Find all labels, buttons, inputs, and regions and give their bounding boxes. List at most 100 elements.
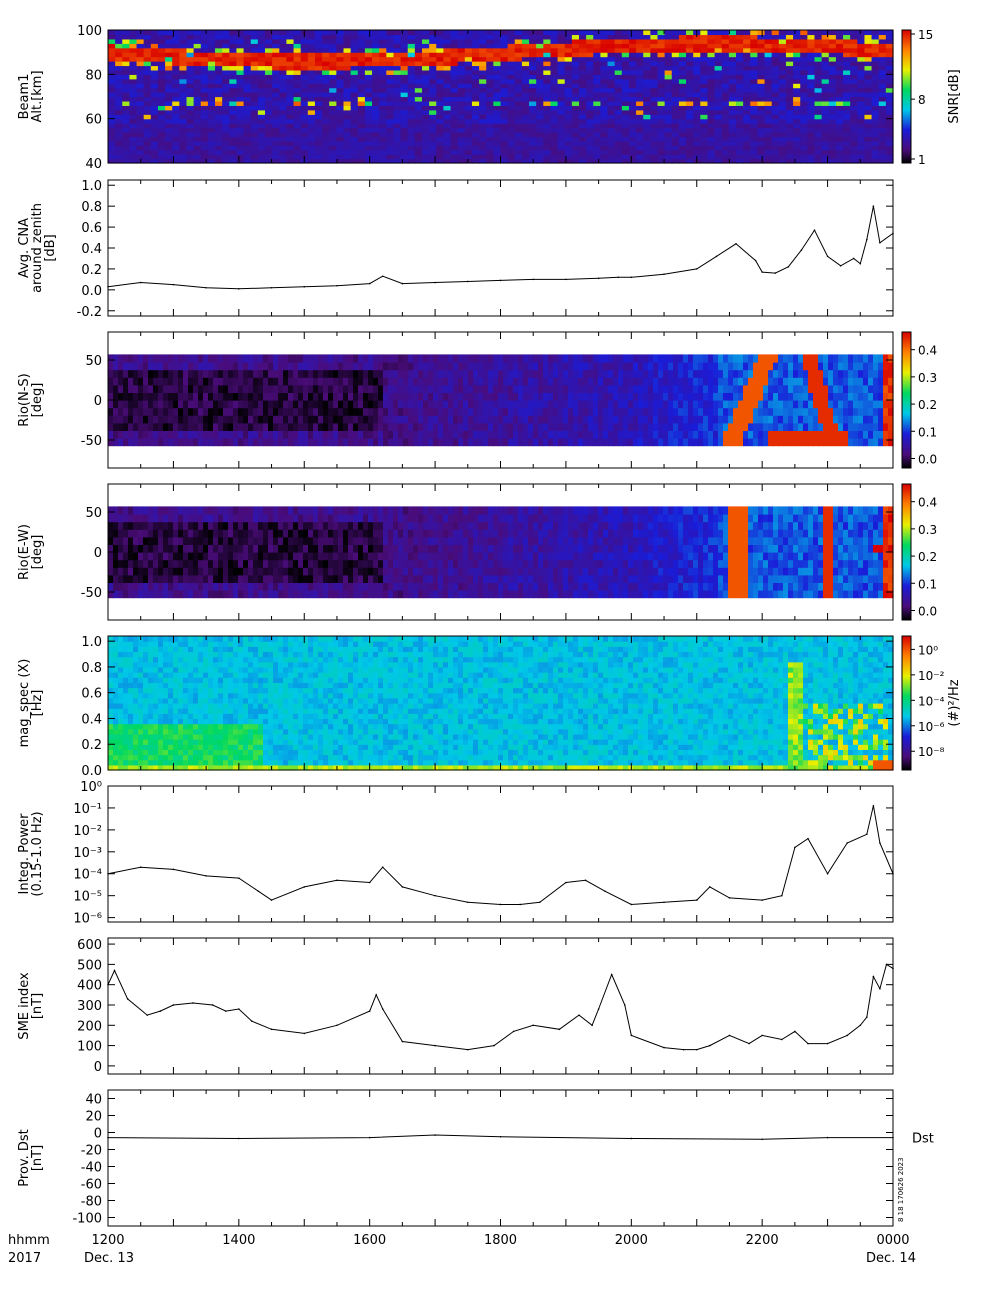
beam1-cell [471, 123, 480, 129]
beam1-cell [450, 131, 459, 137]
beam1-cell [157, 74, 166, 80]
beam1-cell [422, 123, 430, 129]
beam1-cell [414, 69, 423, 75]
rio_ns-cell [493, 430, 499, 439]
beam1-cell [279, 140, 288, 146]
beam1-cell [250, 56, 259, 62]
beam1-cell [657, 149, 666, 155]
rio_ns-cell [148, 430, 154, 439]
beam1-cell [329, 34, 337, 40]
beam1-cell [393, 65, 402, 71]
beam1-cell [536, 131, 544, 137]
rio_ns-cell [213, 400, 219, 409]
beam1-cell [493, 56, 502, 62]
beam1-cell [493, 38, 502, 44]
rio_ns-cell [348, 354, 354, 363]
beam1-cell [814, 30, 823, 36]
rio_ns-cell [463, 400, 469, 409]
beam1-cell [186, 30, 195, 36]
beam1-cell [414, 158, 423, 164]
rio_ns-cell [323, 415, 329, 424]
beam1-cell [122, 56, 131, 62]
beam1-cell [800, 158, 808, 164]
cna-series-line [107, 206, 894, 290]
rio_ns-cell [408, 392, 414, 401]
beam1-cell [785, 38, 794, 44]
rio_ns-cell [508, 400, 514, 409]
beam1-cell [636, 34, 644, 40]
beam1-cell [379, 61, 387, 67]
rio_ns-cell [598, 392, 604, 401]
rio_ns-cell [433, 438, 439, 447]
rio_ns-cell [163, 362, 169, 371]
beam1-cell [514, 47, 523, 53]
rio_ns-cell [678, 384, 684, 393]
beam1-cell [229, 56, 238, 62]
rio_ns-cell [398, 354, 404, 363]
beam1-cell [364, 83, 373, 89]
beam1-cell [671, 149, 680, 155]
beam1-cell [329, 56, 337, 62]
beam1-cell [422, 154, 430, 160]
beam1-cell [393, 114, 402, 120]
beam1-cell [864, 56, 873, 62]
beam1-cell [821, 83, 830, 89]
beam1-cell [514, 30, 523, 36]
beam1-cell [122, 47, 131, 53]
beam1-cell [700, 114, 709, 120]
rio_ns-cell [663, 400, 669, 409]
beam1-cell [871, 56, 880, 62]
beam1-cell [657, 56, 666, 62]
beam1-cell [778, 74, 787, 80]
beam1-cell [507, 118, 516, 124]
beam1-cell [785, 69, 794, 75]
rio_ns-cell [523, 362, 529, 371]
rio_ns-cell [178, 430, 184, 439]
rio_ns-cell [618, 438, 624, 447]
rio_ns-cell [168, 369, 174, 378]
rio_ns-cell [418, 415, 424, 424]
beam1-cell [657, 65, 666, 71]
beam1-cell [364, 61, 373, 67]
beam1-cell [329, 69, 337, 75]
beam1-cell [314, 145, 323, 151]
beam1-cell [543, 149, 552, 155]
beam1-cell [736, 114, 744, 120]
beam1-cell [179, 52, 188, 58]
beam1-cell [372, 136, 380, 142]
rio_ns-cell [623, 392, 629, 401]
beam1-cell [129, 100, 138, 106]
beam1-cell [686, 136, 694, 142]
beam1-cell [586, 96, 594, 102]
beam1-cell [793, 52, 801, 58]
beam1-cell [407, 92, 416, 98]
beam1-cell [314, 69, 323, 75]
beam1-cell [243, 92, 252, 98]
beam1-cell [286, 30, 295, 36]
beam1-cell [272, 123, 280, 129]
beam1-cell [457, 114, 466, 120]
beam1-cell [586, 114, 594, 120]
beam1-cell [871, 87, 880, 93]
beam1-cell [450, 83, 459, 89]
beam1-cell [429, 131, 437, 137]
rio_ns-cell [233, 407, 239, 416]
rio_ns-cell [603, 400, 609, 409]
beam1-cell [536, 87, 544, 93]
rio_ns-cell [393, 354, 399, 363]
rio_ns-cell [318, 422, 324, 431]
rio_ns-cell [508, 369, 514, 378]
rio_ns-cell [638, 392, 644, 401]
rio_ns-cell [698, 438, 704, 447]
rio_ns-cell [288, 415, 294, 424]
beam1-cell [628, 96, 637, 102]
beam1-cell [557, 61, 566, 67]
beam1-cell [414, 131, 423, 137]
beam1-cell [500, 140, 509, 146]
beam1-cell [322, 30, 330, 36]
beam1-cell [671, 61, 680, 67]
beam1-cell [207, 100, 216, 106]
beam1-cell [778, 123, 787, 129]
beam1-cell [471, 118, 480, 124]
beam1-cell [457, 52, 466, 58]
